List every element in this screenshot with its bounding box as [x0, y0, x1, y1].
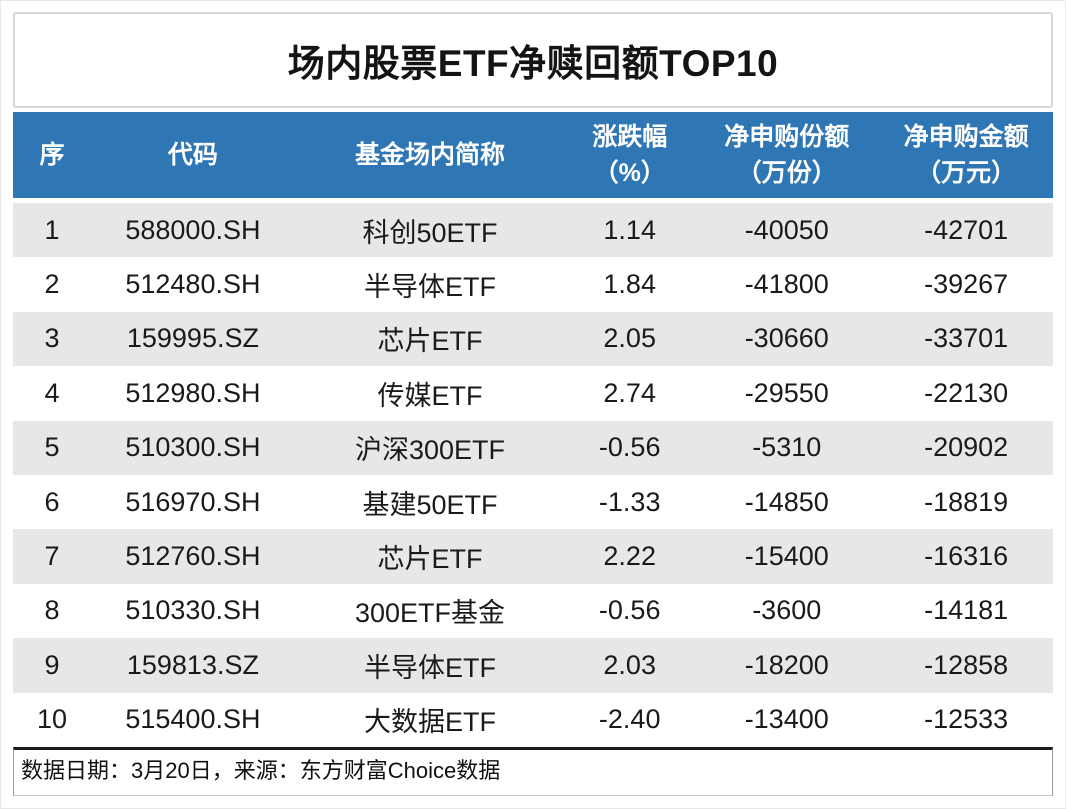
- cell-change: 1.84: [603, 269, 656, 300]
- cell-rank: 10: [36, 704, 68, 735]
- etf-table: 序 代码 基金场内简称 涨跌幅 （%） 净申购份额 （万份） 净申购金额 （万: [13, 112, 1053, 747]
- table-row: 6 516970.SH 基建50ETF -1.33 -14850 -18819: [13, 474, 1053, 530]
- cell-net-amount: -12858: [924, 649, 1009, 680]
- cell-change: 2.22: [603, 541, 656, 572]
- cell-fund-name: 沪深300ETF: [355, 435, 506, 466]
- cell-fund-name: 芯片ETF: [377, 326, 483, 357]
- header-label: 净申购金额: [903, 122, 1029, 151]
- header-cell-change: 涨跌幅 （%）: [565, 119, 694, 192]
- cell-code: 159813.SZ: [126, 649, 259, 680]
- table-row: 7 512760.SH 芯片ETF 2.22 -15400 -16316: [13, 529, 1053, 584]
- cell-net-shares: -3600: [752, 595, 822, 626]
- cell-code: 516970.SH: [125, 486, 261, 517]
- cell-change: -2.40: [598, 704, 661, 735]
- cell-code: 510330.SH: [125, 595, 261, 626]
- cell-net-shares: -14850: [744, 486, 829, 517]
- cell-net-amount: -20902: [924, 432, 1009, 463]
- cell-net-shares: -13400: [744, 704, 829, 735]
- cell-net-amount: -33701: [924, 323, 1009, 354]
- cell-rank: 4: [44, 377, 60, 408]
- cell-rank: 7: [44, 541, 60, 572]
- cell-net-shares: -18200: [744, 649, 829, 680]
- table-row: 8 510330.SH 300ETF基金 -0.56 -3600 -14181: [13, 583, 1053, 639]
- page-title: 场内股票ETF净赎回额TOP10: [287, 43, 779, 84]
- header-unit: （万元）: [916, 159, 1017, 187]
- cell-net-amount: -42701: [924, 214, 1009, 245]
- cell-fund-name: 半导体ETF: [364, 652, 497, 683]
- cell-rank: 1: [44, 214, 60, 245]
- cell-net-amount: -18819: [924, 486, 1009, 517]
- header-label: 序: [39, 140, 65, 169]
- header-cell-fund-name: 基金场内简称: [295, 137, 565, 173]
- cell-rank: 9: [44, 649, 60, 680]
- header-cell-code: 代码: [91, 137, 295, 173]
- cell-code: 510300.SH: [125, 432, 261, 463]
- data-source-note: 数据日期：3月20日，来源：东方财富Choice数据: [21, 757, 501, 783]
- header-unit: （%）: [593, 159, 666, 187]
- cell-net-shares: -41800: [744, 269, 829, 300]
- header-label: 代码: [167, 140, 218, 169]
- cell-net-shares: -15400: [744, 541, 829, 572]
- table-header-row: 序 代码 基金场内简称 涨跌幅 （%） 净申购份额 （万份） 净申购金额 （万: [13, 112, 1053, 198]
- table-row: 9 159813.SZ 半导体ETF 2.03 -18200 -12858: [13, 638, 1053, 693]
- cell-code: 512760.SH: [125, 541, 261, 572]
- header-unit: （万份）: [736, 159, 837, 187]
- cell-change: -0.56: [598, 432, 661, 463]
- table-row: 2 512480.SH 半导体ETF 1.84 -41800 -39267: [13, 257, 1053, 312]
- cell-fund-name: 大数据ETF: [364, 707, 497, 738]
- table-body: 1 588000.SH 科创50ETF 1.14 -40050 -42701 2…: [13, 203, 1053, 747]
- cell-code: 512980.SH: [125, 377, 261, 408]
- table-row: 5 510300.SH 沪深300ETF -0.56 -5310 -20902: [13, 420, 1053, 475]
- table-row: 4 512980.SH 传媒ETF 2.74 -29550 -22130: [13, 366, 1053, 421]
- cell-rank: 8: [44, 595, 60, 626]
- cell-rank: 5: [44, 432, 60, 463]
- header-label: 基金场内简称: [355, 140, 506, 169]
- cell-rank: 3: [44, 323, 60, 354]
- cell-code: 159995.SZ: [126, 323, 259, 354]
- header-cell-rank: 序: [13, 137, 91, 173]
- cell-net-shares: -40050: [744, 214, 829, 245]
- cell-code: 588000.SH: [125, 214, 261, 245]
- cell-fund-name: 300ETF基金: [355, 598, 506, 629]
- cell-net-amount: -12533: [924, 704, 1009, 735]
- cell-change: 2.74: [603, 377, 656, 408]
- table-row: 3 159995.SZ 芯片ETF 2.05 -30660 -33701: [13, 311, 1053, 367]
- cell-net-amount: -14181: [924, 595, 1009, 626]
- cell-rank: 6: [44, 486, 60, 517]
- title-box: 场内股票ETF净赎回额TOP10: [13, 12, 1053, 108]
- table-row: 1 588000.SH 科创50ETF 1.14 -40050 -42701: [13, 203, 1053, 258]
- cell-net-shares: -29550: [744, 377, 829, 408]
- cell-rank: 2: [44, 269, 60, 300]
- table-row: 10 515400.SH 大数据ETF -2.40 -13400 -12533: [13, 692, 1053, 747]
- cell-code: 515400.SH: [125, 704, 261, 735]
- cell-change: 2.03: [603, 649, 656, 680]
- table-footer: 数据日期：3月20日，来源：东方财富Choice数据: [13, 746, 1053, 796]
- cell-fund-name: 传媒ETF: [377, 380, 483, 411]
- header-label: 涨跌幅: [592, 122, 668, 151]
- header-label: 净申购份额: [724, 122, 850, 151]
- cell-fund-name: 半导体ETF: [364, 272, 497, 303]
- cell-fund-name: 科创50ETF: [362, 217, 498, 248]
- cell-net-shares: -5310: [752, 432, 822, 463]
- cell-net-shares: -30660: [744, 323, 829, 354]
- cell-net-amount: -39267: [924, 269, 1009, 300]
- cell-net-amount: -16316: [924, 541, 1009, 572]
- cell-code: 512480.SH: [125, 269, 261, 300]
- cell-fund-name: 基建50ETF: [362, 489, 498, 520]
- cell-change: 1.14: [603, 214, 656, 245]
- cell-fund-name: 芯片ETF: [377, 544, 483, 575]
- header-cell-net-shares: 净申购份额 （万份）: [694, 119, 879, 192]
- cell-change: -0.56: [598, 595, 661, 626]
- cell-change: -1.33: [598, 486, 661, 517]
- header-cell-net-amount: 净申购金额 （万元）: [879, 119, 1053, 192]
- cell-net-amount: -22130: [924, 377, 1009, 408]
- cell-change: 2.05: [603, 323, 656, 354]
